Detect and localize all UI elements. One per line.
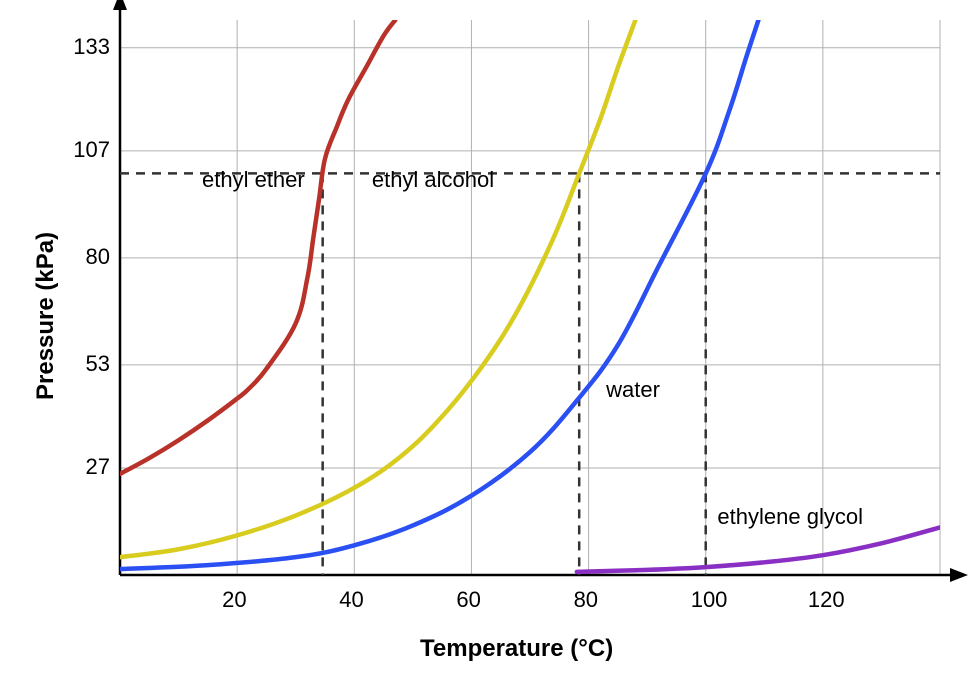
series-label-water: water — [606, 377, 660, 403]
chart-svg — [0, 0, 975, 681]
y-tick-label: 53 — [65, 351, 110, 377]
series-label-ethylene-glycol: ethylene glycol — [717, 504, 863, 530]
y-tick-label: 80 — [65, 244, 110, 270]
x-tick-label: 60 — [456, 587, 480, 613]
series-label-ethyl-ether: ethyl ether — [202, 167, 305, 193]
y-tick-label: 27 — [65, 454, 110, 480]
x-tick-label: 120 — [808, 587, 845, 613]
y-tick-label: 107 — [65, 137, 110, 163]
series-label-ethyl-alcohol: ethyl alcohol — [372, 167, 494, 193]
y-tick-label: 133 — [65, 34, 110, 60]
x-tick-label: 100 — [691, 587, 728, 613]
x-tick-label: 40 — [339, 587, 363, 613]
chart-container: Pressure (kPa) Temperature (°C) 20406080… — [0, 0, 975, 681]
x-tick-label: 20 — [222, 587, 246, 613]
x-tick-label: 80 — [574, 587, 598, 613]
